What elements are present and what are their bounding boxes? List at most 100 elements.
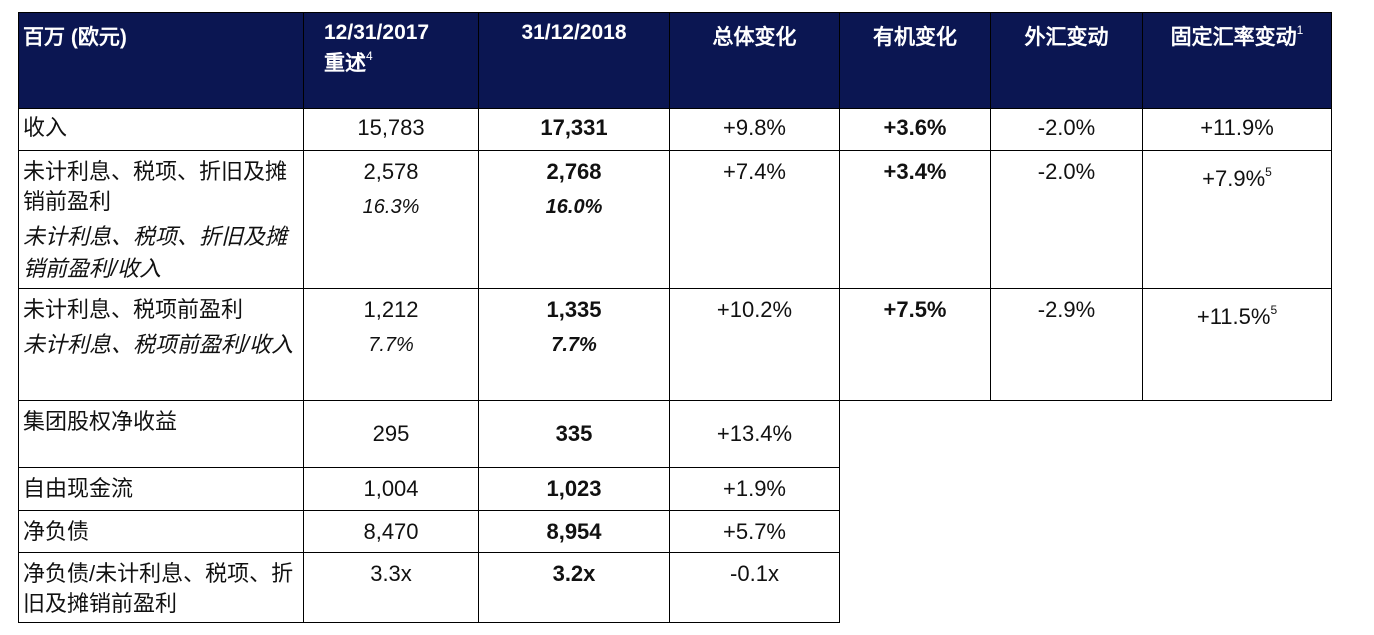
cell-subtext: 16.3% xyxy=(362,196,420,218)
table-row: 净负债 8,470 8,954 +5.7% xyxy=(18,510,1332,553)
cell-text: -2.9% xyxy=(995,295,1138,325)
cell-text: 295 xyxy=(308,419,474,449)
cell-value: +11.9% xyxy=(1200,115,1274,140)
cell-value: 17,331 xyxy=(540,115,608,140)
cell-text: 1,004 xyxy=(308,474,474,504)
cell-value: 3.2x xyxy=(552,561,596,586)
cell-text: 1,212 xyxy=(308,295,474,325)
cell-value: 2,768 xyxy=(546,159,602,184)
value-cell: +11.9% xyxy=(1142,108,1332,151)
cell-text: 3.2x xyxy=(483,559,665,589)
value-cell: 2,578 16.3% xyxy=(303,150,479,289)
header-text: 百万 (欧元) xyxy=(23,26,127,49)
header-text: 31/12/2018 xyxy=(521,21,627,44)
value-cell: 335 xyxy=(478,400,670,468)
cell-value: +11.5% xyxy=(1196,304,1271,329)
cell-text: 8,954 xyxy=(483,517,665,547)
cell-value: 3.3x xyxy=(370,561,412,586)
footnote-mark: 1 xyxy=(1296,23,1304,37)
value-cell: 1,335 7.7% xyxy=(478,288,670,401)
footnote-mark: 5 xyxy=(1265,165,1272,179)
cell-value: 1,023 xyxy=(546,476,602,501)
cell-text: 2,578 xyxy=(308,157,474,187)
cell-value: +10.2% xyxy=(716,297,793,322)
value-cell: -2.0% xyxy=(990,108,1143,151)
value-cell: +5.7% xyxy=(669,510,840,553)
cell-value: +7.5% xyxy=(883,297,947,322)
value-cell: -2.0% xyxy=(990,150,1143,289)
table-row: 自由现金流 1,004 1,023 +1.9% xyxy=(18,467,1332,511)
cell-text: +11.5%5 xyxy=(1147,295,1327,332)
table-row: 未计利息、税项前盈利 未计利息、税项前盈利/收入 1,212 7.7% 1,335 7.7… xyxy=(18,288,1332,401)
row-label: 净负债/未计利息、税项、折旧及摊销前盈利 xyxy=(18,552,304,623)
results-table: 百万 (欧元) 12/31/2017 重述4 31/12/2018 总体变化 有机变化 外汇… xyxy=(18,12,1332,623)
value-cell: +7.4% xyxy=(669,150,840,289)
cell-value: 2,578 xyxy=(363,159,419,184)
cell-text: 3.3x xyxy=(308,559,474,589)
cell-value: 1,212 xyxy=(363,297,419,322)
footnote-mark: 4 xyxy=(366,49,373,63)
cell-value: 8,470 xyxy=(363,519,419,544)
cell-text: 自由现金流 xyxy=(23,474,299,504)
cell-subtext: 7.7% xyxy=(551,334,597,356)
cell-text: 1,023 xyxy=(483,474,665,504)
value-cell: 1,023 xyxy=(478,467,670,511)
value-cell: +10.2% xyxy=(669,288,840,401)
cell-value: 1,335 xyxy=(546,297,602,322)
row-label: 未计利息、税项、折旧及摊销前盈利 未计利息、税项、折旧及摊销前盈利/收入 xyxy=(18,150,304,289)
cell-value: 集团股权净收益 xyxy=(23,409,178,434)
table-row: 未计利息、税项、折旧及摊销前盈利 未计利息、税项、折旧及摊销前盈利/收入 2,578… xyxy=(18,150,1332,289)
header-cell: 有机变化 xyxy=(839,12,991,109)
value-cell: -0.1x xyxy=(669,552,840,623)
cell-value: 8,954 xyxy=(546,519,602,544)
cell-value: +3.6% xyxy=(883,115,947,140)
cell-value: 335 xyxy=(555,421,593,446)
header-text: 外汇变动 xyxy=(1024,26,1109,49)
cell-value: +3.4% xyxy=(883,159,947,184)
cell-value: 未计利息、税项、折旧及摊销前盈利 xyxy=(23,159,288,214)
cell-text: 净负债/未计利息、税项、折旧及摊销前盈利 xyxy=(23,559,299,619)
header-cell: 12/31/2017 重述4 xyxy=(303,12,479,109)
value-cell: 3.2x xyxy=(478,552,670,623)
row-label: 净负债 xyxy=(18,510,304,553)
cell-text: -2.0% xyxy=(995,157,1138,187)
value-cell: +13.4% xyxy=(669,400,840,468)
cell-subtext: 未计利息、税项前盈利/收入 xyxy=(23,332,294,357)
empty-area xyxy=(840,511,1332,553)
header-cell: 31/12/2018 xyxy=(478,12,670,109)
cell-value: 收入 xyxy=(23,115,68,140)
cell-text: 集团股权净收益 xyxy=(23,407,299,437)
header-cell: 外汇变动 xyxy=(990,12,1143,109)
cell-text: 2,768 xyxy=(483,157,665,187)
table-wrap: 百万 (欧元) 12/31/2017 重述4 31/12/2018 总体变化 有机变化 外汇… xyxy=(18,12,1332,623)
cell-value: 净负债/未计利息、税项、折旧及摊销前盈利 xyxy=(23,561,294,616)
value-cell: 2,768 16.0% xyxy=(478,150,670,289)
cell-text: -0.1x xyxy=(674,559,835,589)
cell-text: +3.6% xyxy=(844,113,986,143)
cell-value: 15,783 xyxy=(357,115,425,140)
cell-value: -2.9% xyxy=(1037,297,1096,322)
cell-text: 8,470 xyxy=(308,517,474,547)
cell-text: 未计利息、税项、折旧及摊销前盈利 xyxy=(23,157,299,217)
header-cell: 固定汇率变动1 xyxy=(1142,12,1332,109)
cell-value: 自由现金流 xyxy=(23,476,134,501)
header-text: 总体变化 xyxy=(712,26,797,49)
cell-subtext: 未计利息、税项、折旧及摊销前盈利/收入 xyxy=(23,224,288,281)
cell-value: 净负债 xyxy=(23,519,90,544)
header-note-text: 重述 xyxy=(324,52,366,75)
cell-value: +7.9% xyxy=(1202,166,1266,191)
cell-text: +13.4% xyxy=(674,419,835,449)
cell-text: +3.4% xyxy=(844,157,986,187)
value-cell: +7.5% xyxy=(839,288,991,401)
cell-value: -2.0% xyxy=(1037,159,1096,184)
header-row: 百万 (欧元) 12/31/2017 重述4 31/12/2018 总体变化 有机变化 外汇… xyxy=(18,12,1332,109)
value-cell: +11.5%5 xyxy=(1142,288,1332,401)
value-cell: +9.8% xyxy=(669,108,840,151)
value-cell: +1.9% xyxy=(669,467,840,511)
cell-text: +7.9%5 xyxy=(1147,157,1327,194)
cell-value: +7.4% xyxy=(723,159,786,184)
cell-text: +7.5% xyxy=(844,295,986,325)
cell-text: 15,783 xyxy=(308,113,474,143)
cell-value: +13.4% xyxy=(716,421,793,446)
cell-value: 1,004 xyxy=(363,476,419,501)
